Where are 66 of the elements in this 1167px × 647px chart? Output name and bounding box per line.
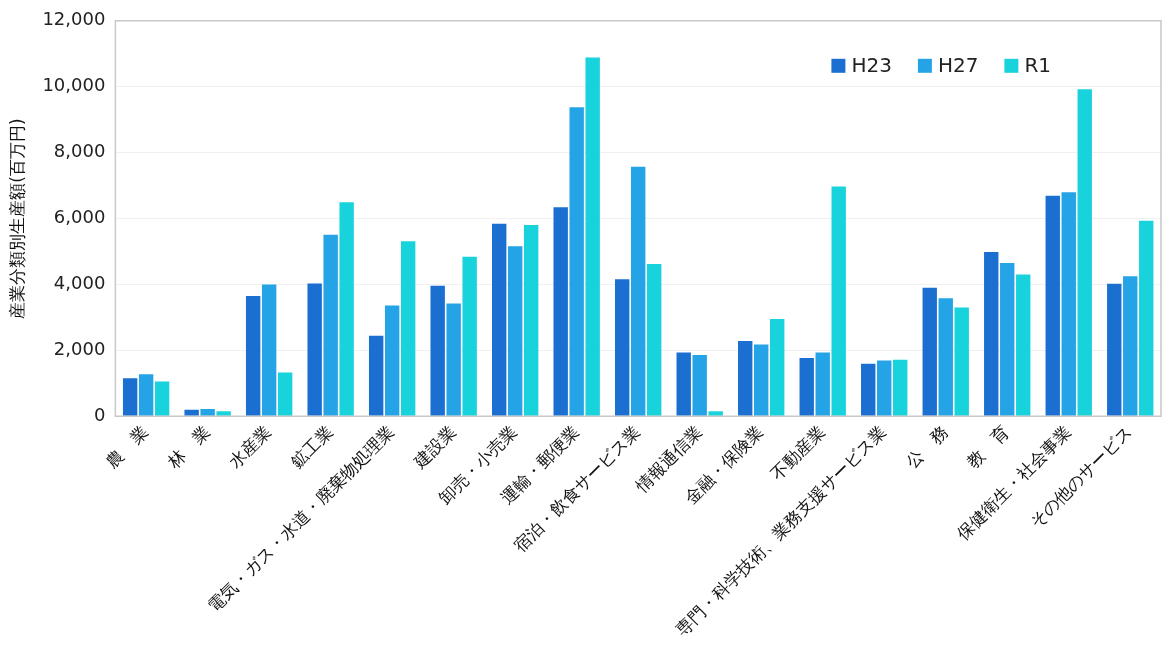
legend-label: R1 [1024,53,1051,77]
x-tick-label: 水産業 [224,421,276,472]
bar [154,381,170,416]
y-tick-label: 6,000 [53,206,106,228]
x-tick-label: 鉱工業 [286,421,337,472]
bar [446,303,461,416]
bar [122,378,138,416]
y-axis-title: 産業分類別生産額(百万円) [6,118,27,319]
y-tick-label: 10,000 [42,74,106,96]
bar [631,166,646,416]
bar [1139,220,1154,416]
bar [430,285,445,416]
bar [261,284,277,416]
bar [323,234,338,416]
bar [138,374,154,416]
y-tick-label: 4,000 [53,272,106,294]
bar [799,357,814,416]
bar [676,352,691,416]
bar [938,298,953,416]
bar [553,207,568,416]
bar [400,241,416,416]
bar [569,107,584,416]
bar [770,319,785,416]
bar [200,408,215,416]
bar [893,359,908,416]
bar [1000,263,1015,416]
bar [368,335,384,416]
bar [1045,195,1060,416]
bar [1061,192,1076,416]
bar [462,256,477,416]
x-tick-label: 公 務 [901,421,952,472]
bar [831,186,846,416]
bar [922,287,937,416]
bar [1123,276,1138,416]
y-tick-label: 2,000 [53,337,106,359]
bar [738,341,753,416]
x-tick-label: 建設業 [408,421,460,473]
y-tick-label: 8,000 [53,140,106,162]
bar [861,363,876,416]
bar [216,411,231,416]
bar [615,279,630,416]
bar [585,57,600,416]
bar [877,360,892,416]
bar [1107,283,1122,416]
legend-label: H27 [937,53,979,77]
bar [954,307,969,416]
bar [491,223,507,416]
bar [1077,89,1092,416]
bar [1016,274,1031,416]
bar [708,411,723,416]
bar [507,246,523,416]
bar [754,344,769,416]
bar [984,252,999,416]
bar [384,305,400,416]
bar [339,202,354,416]
legend-label: H23 [851,53,892,77]
bar [277,372,293,416]
x-tick-label: 林 業 [162,421,214,473]
bar [692,354,707,416]
x-tick-label: 教 育 [962,421,1014,472]
bar [523,225,539,416]
y-tick-label: 12,000 [42,8,106,30]
bar [815,352,830,416]
bar [307,283,322,416]
bar [646,263,662,416]
bar [245,295,261,416]
